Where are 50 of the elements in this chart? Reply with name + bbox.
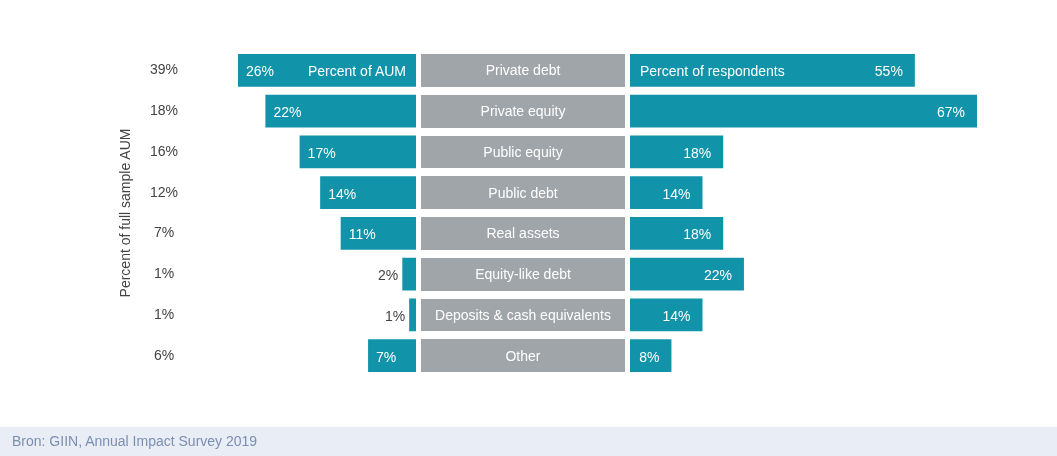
text: 16% xyxy=(150,142,179,159)
text: Bron: GIIN, Annual Impact Survey 2019 xyxy=(12,433,258,449)
series-label: Percent of AUM xyxy=(307,63,406,80)
bar xyxy=(630,135,724,169)
bar xyxy=(320,176,416,209)
text: 1% xyxy=(152,265,176,282)
y-tick-label: Private equity xyxy=(421,94,625,128)
data-label: 17% xyxy=(307,144,336,161)
text: 7% xyxy=(152,224,176,241)
bar xyxy=(340,217,416,250)
y-tick-label: Real assets xyxy=(421,217,625,250)
bar xyxy=(265,94,416,128)
data-label: 8% xyxy=(639,348,660,365)
data-label: 2% xyxy=(378,267,399,284)
y-tick-label: Equity-like debt xyxy=(421,257,625,291)
bar xyxy=(630,54,915,87)
bar xyxy=(368,339,416,372)
bar xyxy=(630,298,703,332)
data-label: 18% xyxy=(683,226,712,243)
y-tick-label: Private debt xyxy=(421,54,625,87)
data-label: 67% xyxy=(936,104,965,121)
bar xyxy=(630,94,977,128)
y-tick-label: Other xyxy=(421,339,625,372)
data-label: 1% xyxy=(384,307,406,324)
y-tick-label: Public debt xyxy=(421,176,625,209)
data-label: 11% xyxy=(348,226,376,243)
y-tick-label: Public equity xyxy=(421,135,625,169)
text: 39% xyxy=(150,61,179,78)
data-label: 55% xyxy=(874,63,903,80)
data-label: 26% xyxy=(246,63,275,80)
data-label: 22% xyxy=(273,104,302,121)
y-axis-title: Percent of full sample AUM xyxy=(117,128,133,298)
text: 1% xyxy=(152,305,176,322)
y-tick-label: Deposits & cash equivalents xyxy=(421,298,625,332)
data-label: 14% xyxy=(662,185,691,202)
data-label: 18% xyxy=(683,144,712,161)
bar xyxy=(299,135,416,169)
bar xyxy=(630,217,724,250)
data-label: 7% xyxy=(376,348,397,365)
series-label: Percent of respondents xyxy=(640,63,785,80)
bar xyxy=(409,298,416,332)
bar xyxy=(630,176,703,209)
data-label: 14% xyxy=(662,307,691,324)
bar xyxy=(402,257,416,291)
text: 6% xyxy=(152,346,176,363)
text: 18% xyxy=(150,102,179,119)
data-label: 14% xyxy=(328,185,357,202)
text: 12% xyxy=(150,183,179,200)
bar xyxy=(630,257,744,291)
data-label: 22% xyxy=(703,267,732,284)
